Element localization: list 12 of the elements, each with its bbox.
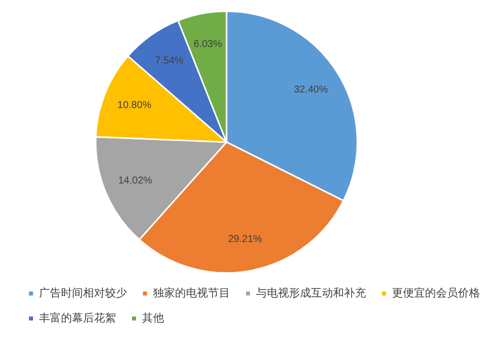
legend-label: 独家的电视节目 xyxy=(153,286,230,300)
data-label: 29.21% xyxy=(228,234,262,245)
data-label: 6.03% xyxy=(194,39,222,50)
data-label: 32.40% xyxy=(294,84,328,96)
data-label: 14.02% xyxy=(118,175,152,186)
legend-label: 其他 xyxy=(142,312,164,324)
legend-label: 更便宜的会员价格 xyxy=(392,286,480,300)
data-label: 7.54% xyxy=(155,56,184,67)
legend-label: 与电视形成互动和补充 xyxy=(256,286,366,300)
data-label: 10.80% xyxy=(117,100,152,111)
legend-label: 丰富的幕后花絮 xyxy=(39,312,116,324)
legend-label: 广告时间相对较少 xyxy=(39,286,127,300)
